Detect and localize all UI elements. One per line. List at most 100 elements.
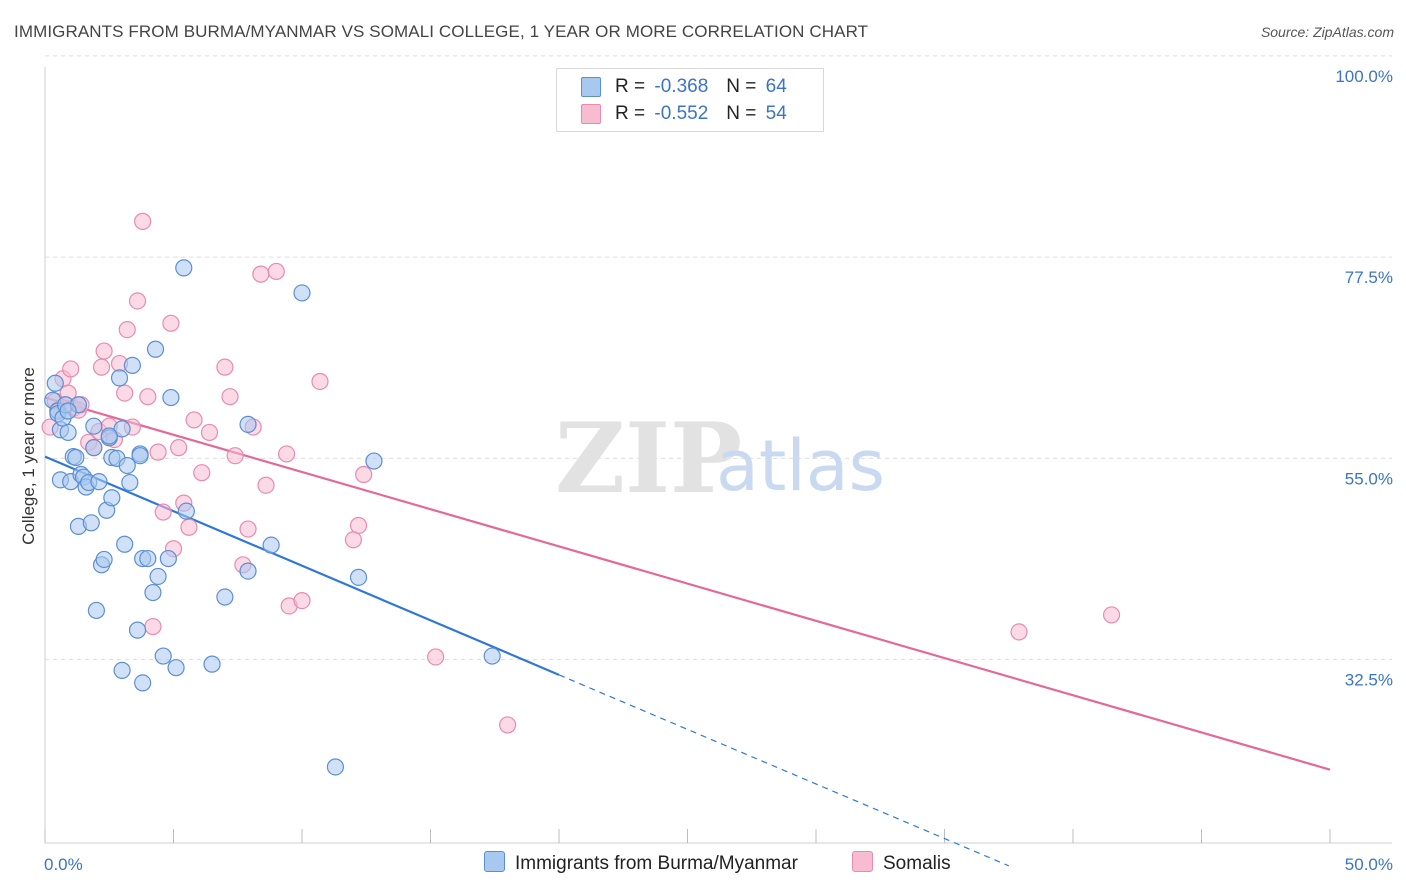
point-blue xyxy=(90,473,108,491)
point-pink xyxy=(193,464,211,482)
point-blue xyxy=(159,549,177,568)
point-blue xyxy=(85,439,103,457)
point-blue xyxy=(139,549,157,568)
point-blue xyxy=(113,420,131,438)
point-blue xyxy=(293,284,311,302)
point-blue xyxy=(262,536,280,554)
point-pink xyxy=(154,503,172,521)
legend-swatch-pink xyxy=(852,851,873,872)
point-pink xyxy=(1010,623,1028,641)
point-pink xyxy=(95,342,113,360)
stats-legend-row-blue: R = -0.368 N = 64 xyxy=(581,75,787,99)
chart-title: IMMIGRANTS FROM BURMA/MYANMAR VS SOMALI … xyxy=(14,22,869,41)
legend-label-burma: Immigrants from Burma/Myanmar xyxy=(515,853,798,874)
point-blue xyxy=(326,758,345,776)
point-pink xyxy=(149,443,167,461)
point-blue xyxy=(118,456,136,475)
x-tick-label: 0.0% xyxy=(44,855,83,874)
point-pink xyxy=(162,314,180,332)
point-blue xyxy=(131,447,149,465)
point-pink xyxy=(128,292,147,310)
trend-lines xyxy=(44,396,1331,867)
trend-line-blue xyxy=(44,455,560,676)
source-label: Source: ZipAtlas.com xyxy=(1260,24,1394,40)
point-blue xyxy=(154,647,172,665)
r-label: R = xyxy=(615,103,646,124)
point-blue xyxy=(121,473,139,492)
y-tick-label: 100.0% xyxy=(1335,67,1393,86)
legend-swatch-blue xyxy=(581,76,601,97)
point-blue xyxy=(177,502,195,520)
legend-item-burma: Immigrants from Burma/Myanmar xyxy=(484,851,798,875)
point-blue xyxy=(349,568,368,586)
y-axis-label: College, 1 year or more xyxy=(19,367,38,545)
point-blue xyxy=(162,388,180,407)
point-blue xyxy=(103,489,121,507)
point-pink xyxy=(499,716,517,734)
y-tick-label: 55.0% xyxy=(1345,469,1393,488)
legend-swatch-pink xyxy=(581,103,601,124)
point-pink xyxy=(144,617,162,636)
point-pink xyxy=(427,648,445,666)
point-blue xyxy=(239,562,257,580)
point-blue xyxy=(116,535,134,553)
point-blue xyxy=(67,448,85,467)
point-pink xyxy=(257,476,275,494)
gridlines xyxy=(45,55,1392,661)
tick-labels: 32.5% 55.0% 77.5% 100.0% 0.0% 50.0% xyxy=(44,67,1393,874)
point-blue xyxy=(365,452,383,470)
point-blue xyxy=(95,550,113,569)
trend-line-blue-extension xyxy=(558,674,1009,867)
point-pink xyxy=(134,212,152,230)
r-value: -0.552 xyxy=(654,103,709,124)
point-pink xyxy=(252,265,270,283)
point-blue xyxy=(59,423,77,442)
point-blue xyxy=(128,621,147,639)
point-blue xyxy=(144,583,162,602)
data-points xyxy=(41,212,1121,776)
point-pink xyxy=(200,423,219,442)
legend-label-somalis: Somalis xyxy=(883,853,951,874)
x-tick-label: 50.0% xyxy=(1345,855,1393,874)
point-pink xyxy=(170,439,188,457)
point-blue xyxy=(59,402,77,420)
point-pink xyxy=(216,358,234,376)
legend-swatch-blue xyxy=(484,851,505,872)
point-blue xyxy=(239,415,257,433)
point-pink xyxy=(311,372,329,391)
stats-legend-row-pink: R = -0.552 N = 54 xyxy=(581,102,787,126)
y-tick-label: 32.5% xyxy=(1345,671,1393,690)
n-value: 64 xyxy=(765,76,787,97)
point-pink xyxy=(1102,606,1121,624)
point-pink xyxy=(221,388,239,406)
point-pink xyxy=(349,516,368,535)
legend-item-somalis: Somalis xyxy=(852,851,951,875)
point-pink xyxy=(344,531,362,549)
point-blue xyxy=(146,340,165,358)
point-pink xyxy=(180,518,198,536)
point-pink xyxy=(116,384,134,402)
trend-line-pink xyxy=(44,396,1331,771)
point-pink xyxy=(355,465,373,484)
r-label: R = xyxy=(615,76,646,97)
point-blue xyxy=(483,647,501,665)
n-value: 54 xyxy=(765,103,787,124)
point-pink xyxy=(226,447,244,465)
point-pink xyxy=(267,262,285,281)
point-blue xyxy=(82,514,100,532)
point-pink xyxy=(185,411,203,429)
point-pink xyxy=(118,320,136,339)
point-pink xyxy=(139,388,157,406)
point-blue xyxy=(87,601,106,620)
point-blue xyxy=(123,356,141,374)
watermark-atlas: atlas xyxy=(716,425,885,507)
point-blue xyxy=(85,417,103,435)
point-blue xyxy=(175,259,193,277)
stats-legend: R = -0.368 N = 64 R = -0.552 N = 54 xyxy=(556,68,824,132)
point-blue xyxy=(110,369,129,387)
point-blue xyxy=(113,661,131,679)
point-blue xyxy=(167,659,185,677)
point-blue xyxy=(134,674,152,692)
y-tick-label: 77.5% xyxy=(1345,268,1393,287)
point-pink xyxy=(62,360,80,378)
